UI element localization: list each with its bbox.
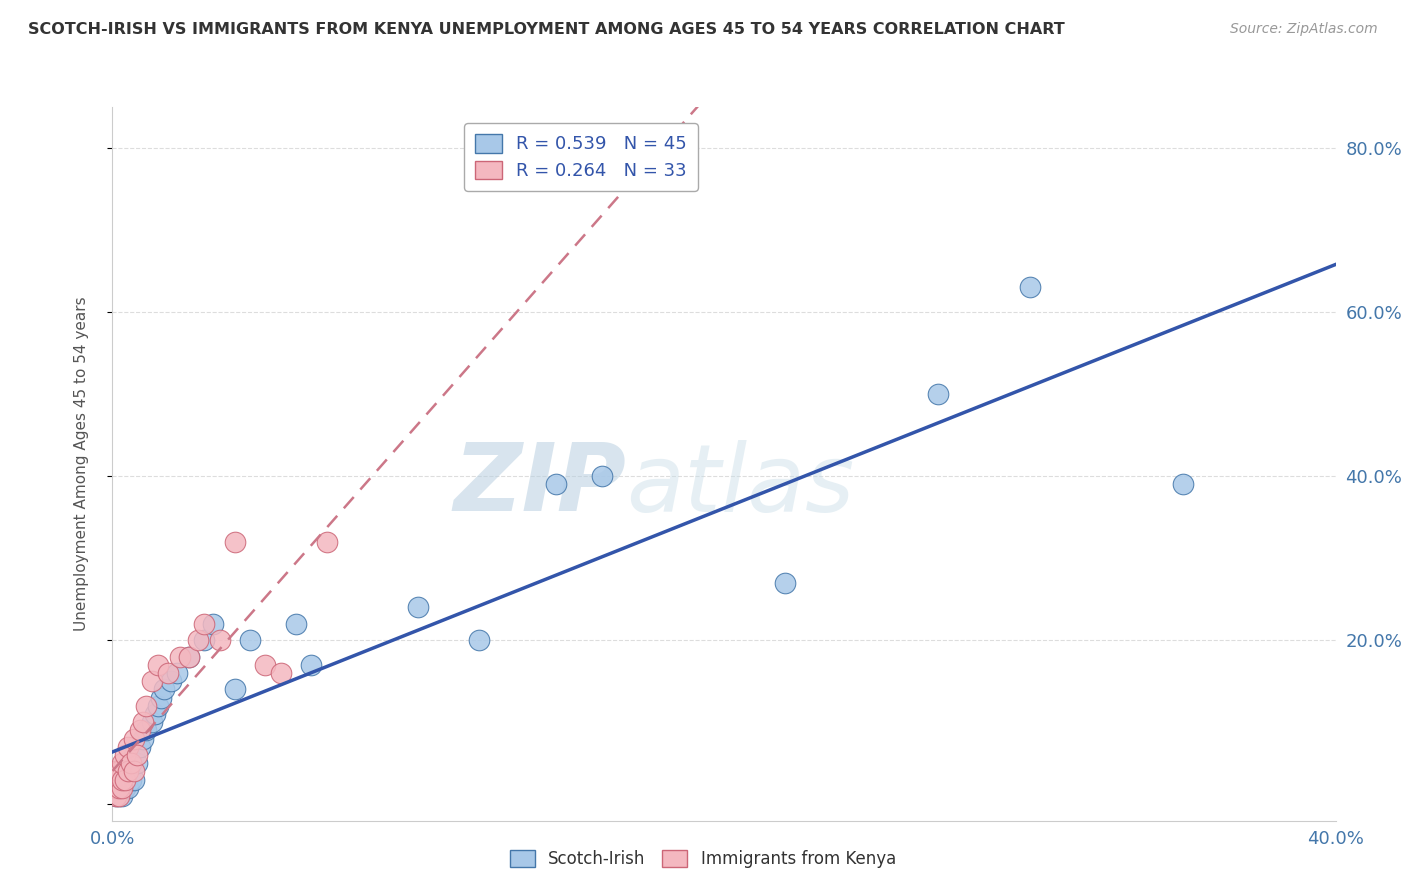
- Point: [104, 772, 127, 787]
- Legend: R = 0.539   N = 45, R = 0.264   N = 33: R = 0.539 N = 45, R = 0.264 N = 33: [464, 123, 697, 191]
- Text: Source: ZipAtlas.com: Source: ZipAtlas.com: [1230, 22, 1378, 37]
- Point: [1171, 477, 1194, 491]
- Point: [208, 633, 231, 648]
- Point: [408, 600, 430, 615]
- Point: [591, 469, 613, 483]
- Point: [122, 772, 145, 787]
- Point: [239, 633, 262, 648]
- Text: SCOTCH-IRISH VS IMMIGRANTS FROM KENYA UNEMPLOYMENT AMONG AGES 45 TO 54 YEARS COR: SCOTCH-IRISH VS IMMIGRANTS FROM KENYA UN…: [28, 22, 1064, 37]
- Point: [125, 756, 148, 771]
- Point: [120, 756, 142, 771]
- Point: [153, 682, 176, 697]
- Point: [107, 764, 129, 779]
- Point: [114, 747, 136, 762]
- Point: [132, 715, 155, 730]
- Point: [193, 616, 215, 631]
- Point: [111, 764, 134, 779]
- Point: [104, 764, 127, 779]
- Point: [120, 772, 142, 787]
- Point: [150, 690, 173, 705]
- Point: [107, 780, 129, 795]
- Point: [117, 780, 139, 795]
- Point: [125, 747, 148, 762]
- Point: [104, 780, 127, 795]
- Point: [132, 731, 155, 746]
- Point: [120, 756, 142, 771]
- Point: [927, 387, 949, 401]
- Y-axis label: Unemployment Among Ages 45 to 54 years: Unemployment Among Ages 45 to 54 years: [75, 296, 89, 632]
- Point: [107, 780, 129, 795]
- Point: [104, 780, 127, 795]
- Point: [107, 789, 129, 803]
- Point: [156, 665, 179, 680]
- Point: [193, 633, 215, 648]
- Point: [104, 764, 127, 779]
- Point: [315, 534, 337, 549]
- Point: [129, 723, 152, 738]
- Point: [107, 772, 129, 787]
- Point: [148, 657, 170, 672]
- Point: [284, 616, 308, 631]
- Point: [135, 698, 157, 713]
- Point: [104, 789, 127, 803]
- Point: [468, 633, 491, 648]
- Point: [122, 747, 145, 762]
- Point: [107, 789, 129, 803]
- Point: [111, 772, 134, 787]
- Text: ZIP: ZIP: [453, 439, 626, 532]
- Point: [166, 665, 188, 680]
- Point: [169, 649, 191, 664]
- Point: [135, 723, 157, 738]
- Point: [104, 789, 127, 803]
- Point: [143, 706, 166, 721]
- Point: [775, 575, 797, 590]
- Point: [122, 731, 145, 746]
- Point: [270, 665, 292, 680]
- Point: [254, 657, 277, 672]
- Legend: Scotch-Irish, Immigrants from Kenya: Scotch-Irish, Immigrants from Kenya: [503, 843, 903, 875]
- Point: [187, 633, 209, 648]
- Point: [111, 789, 134, 803]
- Point: [114, 772, 136, 787]
- Point: [114, 780, 136, 795]
- Point: [141, 715, 163, 730]
- Point: [114, 764, 136, 779]
- Point: [299, 657, 322, 672]
- Point: [122, 764, 145, 779]
- Point: [129, 739, 152, 754]
- Point: [544, 477, 567, 491]
- Point: [107, 764, 129, 779]
- Point: [159, 674, 181, 689]
- Point: [224, 534, 246, 549]
- Point: [111, 780, 134, 795]
- Point: [177, 649, 200, 664]
- Point: [117, 739, 139, 754]
- Point: [111, 780, 134, 795]
- Point: [177, 649, 200, 664]
- Point: [148, 698, 170, 713]
- Point: [224, 682, 246, 697]
- Point: [111, 756, 134, 771]
- Text: atlas: atlas: [626, 440, 855, 531]
- Point: [141, 674, 163, 689]
- Point: [104, 772, 127, 787]
- Point: [117, 764, 139, 779]
- Point: [1018, 280, 1040, 294]
- Point: [202, 616, 225, 631]
- Point: [117, 764, 139, 779]
